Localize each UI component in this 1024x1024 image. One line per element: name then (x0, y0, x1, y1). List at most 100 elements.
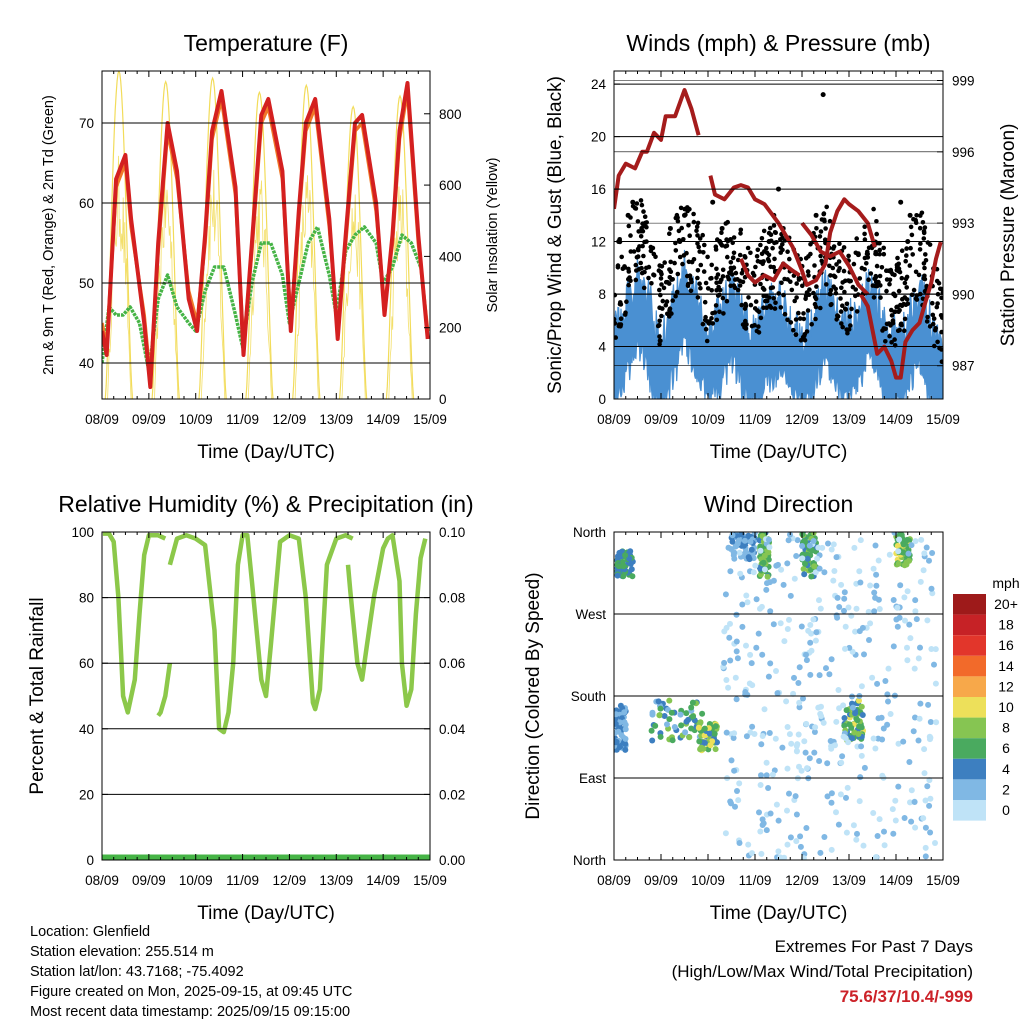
direction-dot (870, 735, 877, 742)
gust-dot (688, 288, 694, 294)
direction-dot (869, 674, 876, 681)
direction-dot (804, 555, 811, 562)
colorbar-label: 6 (1002, 740, 1010, 756)
direction-dot (745, 841, 752, 848)
gust-dot (677, 254, 683, 260)
direction-dot (828, 546, 835, 553)
direction-dot (858, 752, 865, 759)
direction-dot (735, 537, 742, 544)
direction-dot (767, 608, 774, 615)
gust-dot (631, 249, 637, 254)
direction-dot (796, 699, 803, 706)
direction-dot (872, 854, 879, 860)
direction-dot (853, 605, 860, 612)
gust-dot (649, 281, 654, 286)
gust-dot (818, 305, 823, 311)
gust-dot (714, 280, 719, 286)
direction-dot (736, 780, 743, 787)
y2-tick-label: 400 (439, 249, 462, 264)
y2-tick-label: 600 (439, 178, 462, 193)
gust-dot (651, 251, 657, 257)
gust-dot (934, 304, 940, 310)
temperature-data (102, 71, 430, 399)
direction-dot (743, 592, 750, 599)
gust-dot (754, 328, 760, 334)
gust-dot (841, 268, 847, 274)
gust-dot (679, 225, 684, 231)
gust-dot (913, 269, 919, 275)
gust-dot (709, 316, 714, 321)
gust-dot (754, 253, 760, 259)
gust-dot (673, 215, 679, 221)
gust-dot (709, 275, 714, 281)
gust-dot (831, 284, 836, 290)
direction-dot (908, 818, 915, 825)
direction-dot (852, 628, 859, 635)
gust-dot (778, 305, 784, 310)
direction-dot (833, 554, 840, 561)
direction-dot (615, 728, 622, 735)
direction-dot (699, 710, 706, 717)
gust-dot (627, 275, 632, 280)
colorbar-label: 0 (1002, 802, 1010, 818)
gust-dot (728, 283, 733, 289)
gust-dot (792, 298, 797, 304)
gust-dot (828, 288, 834, 293)
direction-dot (795, 680, 802, 686)
direction-dot (921, 770, 928, 777)
y2-tick-label: 993 (952, 216, 975, 231)
gust-dot (917, 225, 923, 231)
direction-dot (736, 840, 743, 846)
direction-dot (882, 678, 889, 684)
gust-dot (773, 230, 778, 235)
y2-tick-label: 0.02 (439, 787, 465, 802)
gust-dot (870, 283, 876, 288)
gust-dot (622, 265, 628, 270)
direction-dot (926, 557, 932, 564)
direction-dot (629, 573, 636, 580)
direction-dot (802, 560, 808, 567)
direction-dot (784, 626, 791, 632)
direction-dot (747, 651, 754, 658)
y2-tick-label: 800 (439, 107, 462, 122)
gust-dot (812, 263, 817, 268)
direction-dot (686, 734, 693, 741)
direction-dot (889, 806, 896, 813)
direction-dot (886, 551, 893, 558)
gust-dot (729, 272, 735, 277)
gust-dot (818, 253, 823, 259)
gust-dot (884, 288, 889, 294)
gust-dot (905, 301, 911, 307)
direction-dot (614, 711, 619, 718)
direction-dot (753, 644, 760, 651)
direction-dot (830, 541, 837, 548)
gust-dot (903, 258, 908, 264)
direction-dot (765, 556, 772, 563)
colorbar-label: 4 (1002, 761, 1010, 777)
gust-dot (698, 285, 703, 291)
gust-dot (667, 314, 672, 319)
direction-dot (763, 827, 770, 834)
gust-dot (700, 321, 706, 327)
direction-dot (793, 743, 800, 749)
direction-dot (749, 682, 756, 689)
gust-dot (625, 212, 631, 218)
gust-dot (738, 231, 743, 236)
direction-dot (790, 690, 797, 697)
direction-dot (808, 573, 815, 580)
gust-dot (892, 309, 898, 315)
direction-dot (917, 644, 923, 651)
colorbar-label: 16 (998, 637, 1014, 653)
gust-dot (879, 265, 885, 270)
direction-dot (764, 573, 771, 580)
gust-dot (931, 316, 937, 321)
direction-dot (799, 543, 806, 549)
gust-dot (657, 287, 662, 293)
direction-dot (683, 718, 690, 725)
x-axis-label: Time (Day/UTC) (197, 442, 335, 463)
direction-dot (871, 589, 878, 596)
gust-dot (657, 263, 662, 268)
y2-axis-label: Solar Insolation (Yellow) (485, 157, 501, 312)
direction-dot (904, 588, 911, 595)
